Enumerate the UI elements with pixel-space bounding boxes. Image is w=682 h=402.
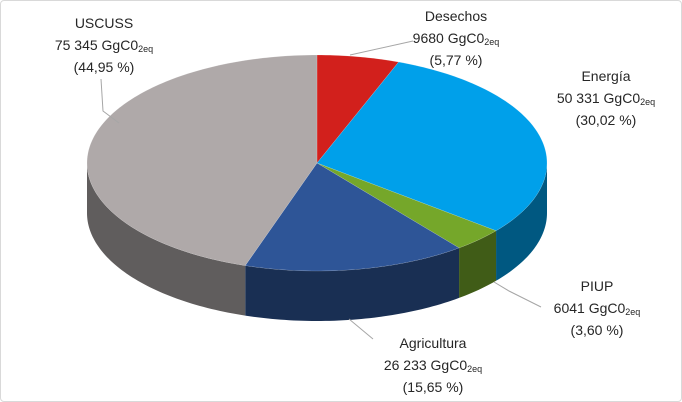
- slice: [316, 54, 400, 164]
- label-name: Energía: [581, 68, 631, 84]
- data-label: Agricultura 26 233 GgC02eq (15,65 %): [343, 332, 523, 398]
- slice-side: [496, 163, 547, 281]
- data-label: USCUSS 75 345 GgC02eq (44,95 %): [14, 12, 194, 78]
- unit-sub: 2eq: [625, 307, 641, 317]
- leader-line: [100, 78, 120, 124]
- label-name: Agricultura: [399, 335, 467, 351]
- unit: GgC0: [430, 357, 468, 373]
- label-name: Desechos: [424, 8, 488, 24]
- label-value: 9680 GgC02eq: [366, 27, 546, 49]
- label-value: 6041 GgC02eq: [507, 297, 681, 319]
- unit-sub: 2eq: [138, 44, 154, 54]
- data-label: Energía 50 331 GgC02eq (30,02 %): [516, 65, 681, 131]
- value-text: 9680: [412, 30, 444, 46]
- label-value: 50 331 GgC02eq: [516, 87, 681, 109]
- label-percent: (5,77 %): [429, 52, 483, 68]
- slice-side: [245, 247, 460, 321]
- value-text: 26 233: [383, 357, 427, 373]
- unit: GgC0: [588, 300, 626, 316]
- unit: GgC0: [101, 37, 139, 53]
- leader-line: [349, 40, 414, 56]
- slice: [316, 162, 497, 249]
- unit-sub: 2eq: [484, 37, 500, 47]
- slice-side: [459, 230, 497, 298]
- slice: [86, 54, 318, 266]
- slice: [316, 61, 548, 232]
- slice: [244, 162, 460, 272]
- data-label: PIUP 6041 GgC02eq (3,60 %): [507, 275, 681, 341]
- label-percent: (30,02 %): [575, 112, 637, 128]
- leader-line: [348, 318, 374, 340]
- leader-line: [493, 281, 542, 308]
- unit-sub: 2eq: [467, 364, 483, 374]
- value-text: 75 345: [54, 37, 98, 53]
- slice-side: [87, 163, 246, 316]
- label-percent: (15,65 %): [402, 379, 464, 395]
- label-name: PIUP: [580, 278, 614, 294]
- label-value: 75 345 GgC02eq: [14, 34, 194, 56]
- label-name: USCUSS: [74, 15, 134, 31]
- label-value: 26 233 GgC02eq: [343, 354, 523, 376]
- label-percent: (3,60 %): [570, 322, 624, 338]
- label-percent: (44,95 %): [73, 59, 135, 75]
- unit-sub: 2eq: [640, 97, 656, 107]
- data-label: Desechos 9680 GgC02eq (5,77 %): [366, 5, 546, 71]
- unit: GgC0: [447, 30, 485, 46]
- unit: GgC0: [603, 90, 641, 106]
- value-text: 6041: [553, 300, 585, 316]
- value-text: 50 331: [556, 90, 600, 106]
